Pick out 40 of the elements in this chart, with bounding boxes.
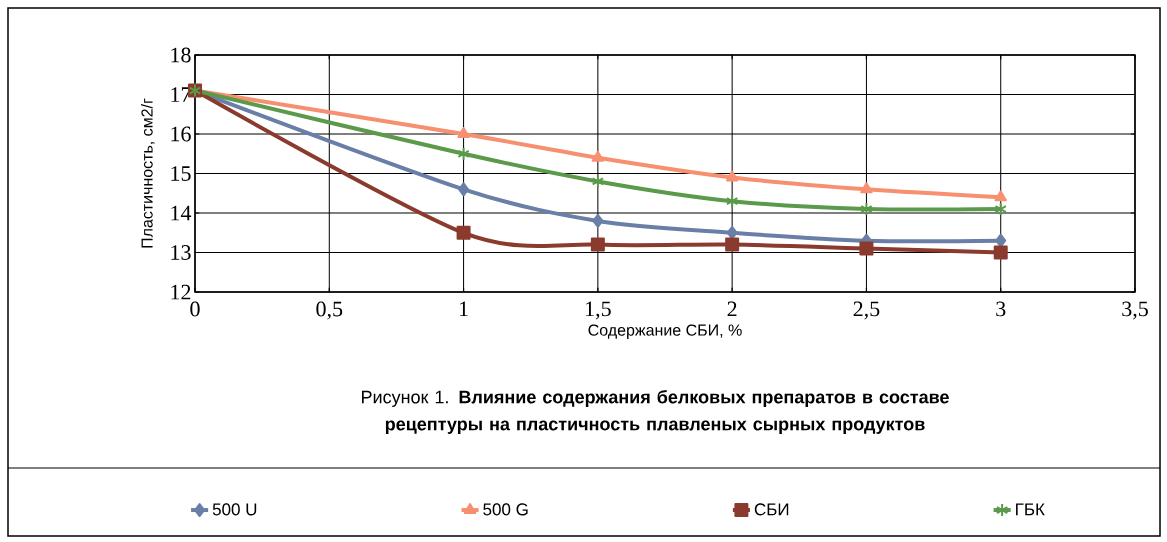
point <box>994 202 1007 217</box>
point <box>591 150 605 162</box>
x-tick-label: 0 <box>190 301 200 317</box>
point <box>457 127 470 139</box>
point <box>592 213 604 228</box>
legend-label: СБИ <box>754 503 789 516</box>
x-tick-label: 2 <box>727 301 737 317</box>
point <box>993 245 1008 260</box>
x-axis-title: Содержание СБИ, % <box>588 324 742 339</box>
point <box>726 225 738 240</box>
point <box>725 194 739 209</box>
point <box>995 233 1007 248</box>
legend-label: ГБК <box>1016 503 1045 516</box>
x-tick-label: 3,5 <box>1122 301 1148 320</box>
y-axis-title: Пластичность, см2/г <box>140 98 155 248</box>
y-tick-label: 12 <box>171 284 191 300</box>
legend-label: 500 U <box>212 503 257 516</box>
point <box>725 237 740 252</box>
point <box>860 182 873 194</box>
text: Рисунок 1. Влияние содержания белковых препаратов в составе рецептуры на пластичность плавленых сырных продуктов <box>362 390 949 434</box>
x-tick-label: 1,5 <box>586 301 611 320</box>
point <box>457 146 470 161</box>
y-tick-label: 14 <box>171 205 192 221</box>
x-tick-label: 0,5 <box>316 301 343 320</box>
point <box>994 190 1007 202</box>
point <box>725 170 739 182</box>
y-tick-label: 18 <box>171 47 191 63</box>
point <box>860 202 873 217</box>
point <box>591 174 605 189</box>
point <box>456 225 471 240</box>
y-tick-label: 13 <box>171 245 191 260</box>
x-tick-label: 1 <box>460 301 468 317</box>
x-tick-label: 2,5 <box>853 301 880 320</box>
y-tick-label: 16 <box>171 126 191 142</box>
x-tick-label: 3 <box>996 301 1006 317</box>
point <box>590 237 605 252</box>
point <box>859 241 874 256</box>
y-tick-label: 15 <box>171 166 191 181</box>
point <box>458 182 470 197</box>
legend-label: 500 G <box>483 503 528 516</box>
